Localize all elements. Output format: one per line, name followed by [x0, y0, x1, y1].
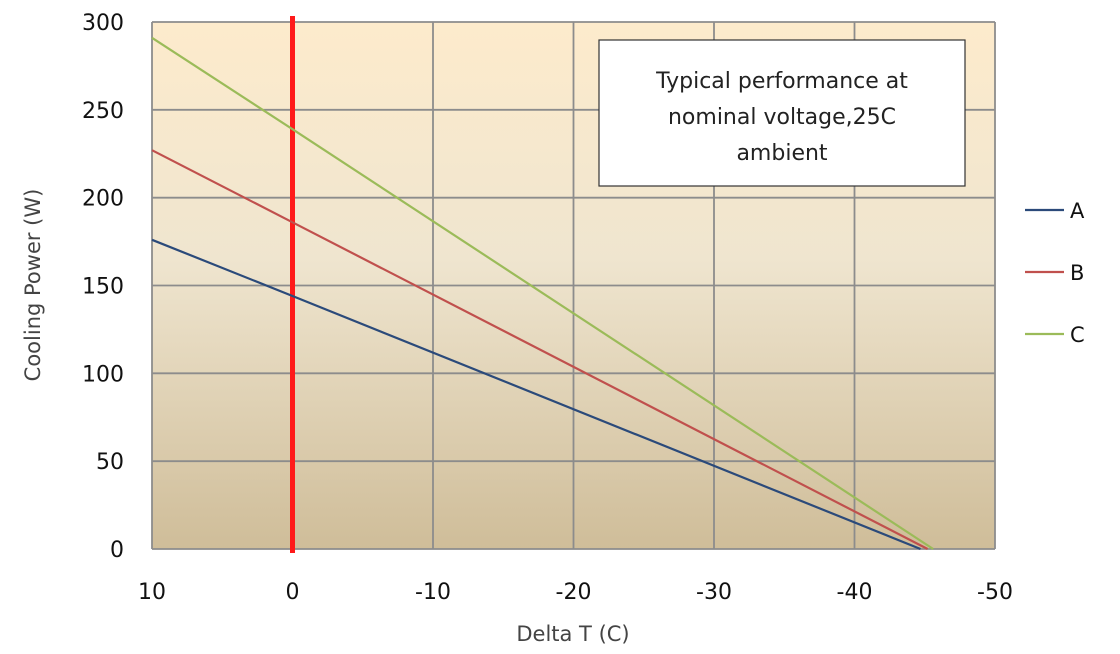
x-tick-label: 10 — [138, 580, 166, 605]
y-tick-label: 0 — [110, 538, 124, 563]
y-tick-label: 150 — [82, 275, 124, 300]
y-axis-title: Cooling Power (W) — [21, 189, 45, 382]
y-tick-label: 250 — [82, 99, 124, 124]
y-tick-label: 200 — [82, 187, 124, 212]
x-tick-label: -50 — [977, 580, 1013, 605]
x-tick-label: -10 — [415, 580, 451, 605]
annotation-line-2: nominal voltage,25C — [668, 105, 896, 130]
y-tick-label: 300 — [82, 11, 124, 36]
series-group — [151, 36, 934, 551]
annotation-line-3: ambient — [736, 141, 827, 166]
y-tick-label: 50 — [96, 450, 124, 475]
series-line-b — [151, 149, 929, 550]
legend: A B C — [1025, 199, 1085, 347]
x-tick-label: -30 — [696, 580, 732, 605]
legend-label-b: B — [1070, 261, 1084, 285]
x-tick-label: -40 — [837, 580, 873, 605]
x-tick-label: -20 — [556, 580, 592, 605]
series-line-a — [151, 238, 921, 551]
legend-label-a: A — [1070, 199, 1085, 223]
legend-label-c: C — [1070, 323, 1085, 347]
y-tick-label: 100 — [82, 362, 124, 387]
x-tick-label: 0 — [286, 580, 300, 605]
x-axis-title: Delta T (C) — [516, 622, 629, 646]
series-line-c — [151, 36, 934, 550]
annotation-box: Typical performance at nominal voltage,2… — [598, 39, 966, 187]
annotation-line-1: Typical performance at — [655, 69, 908, 94]
